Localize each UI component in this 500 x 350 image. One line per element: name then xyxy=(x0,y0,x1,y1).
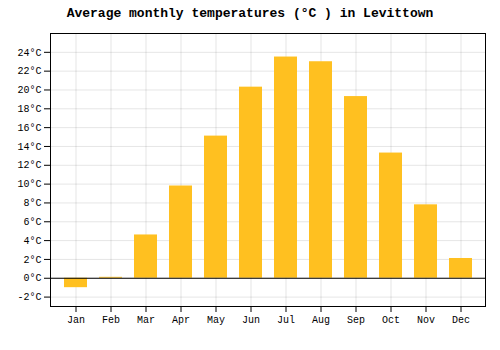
svg-text:Jun: Jun xyxy=(242,315,260,326)
svg-text:Jul: Jul xyxy=(277,315,295,326)
svg-text:-2°C: -2°C xyxy=(17,292,41,303)
svg-text:Dec: Dec xyxy=(452,315,470,326)
svg-text:12°C: 12°C xyxy=(17,160,41,171)
svg-text:16°C: 16°C xyxy=(17,123,41,134)
svg-text:Nov: Nov xyxy=(417,315,435,326)
svg-text:24°C: 24°C xyxy=(17,48,41,59)
svg-text:8°C: 8°C xyxy=(23,198,41,209)
svg-text:10°C: 10°C xyxy=(17,179,41,190)
svg-text:Mar: Mar xyxy=(137,315,155,326)
svg-text:May: May xyxy=(207,315,225,326)
svg-text:20°C: 20°C xyxy=(17,85,41,96)
html-text:Average monthly temperatures (: Average monthly temperatures (°C ) in Le… xyxy=(66,6,434,21)
svg-text:0°C: 0°C xyxy=(23,273,41,284)
svg-text:6°C: 6°C xyxy=(23,217,41,228)
svg-text:Feb: Feb xyxy=(102,315,120,326)
svg-text:22°C: 22°C xyxy=(17,66,41,77)
svg-text:Aug: Aug xyxy=(312,315,330,326)
svg-text:14°C: 14°C xyxy=(17,142,41,153)
svg-text:Apr: Apr xyxy=(172,315,190,326)
svg-text:4°C: 4°C xyxy=(23,236,41,247)
svg-text:2°C: 2°C xyxy=(23,255,41,266)
svg-text:18°C: 18°C xyxy=(17,104,41,115)
svg-text:Oct: Oct xyxy=(382,315,400,326)
svg-text:Jan: Jan xyxy=(67,315,85,326)
svg-text:Sep: Sep xyxy=(347,315,365,326)
